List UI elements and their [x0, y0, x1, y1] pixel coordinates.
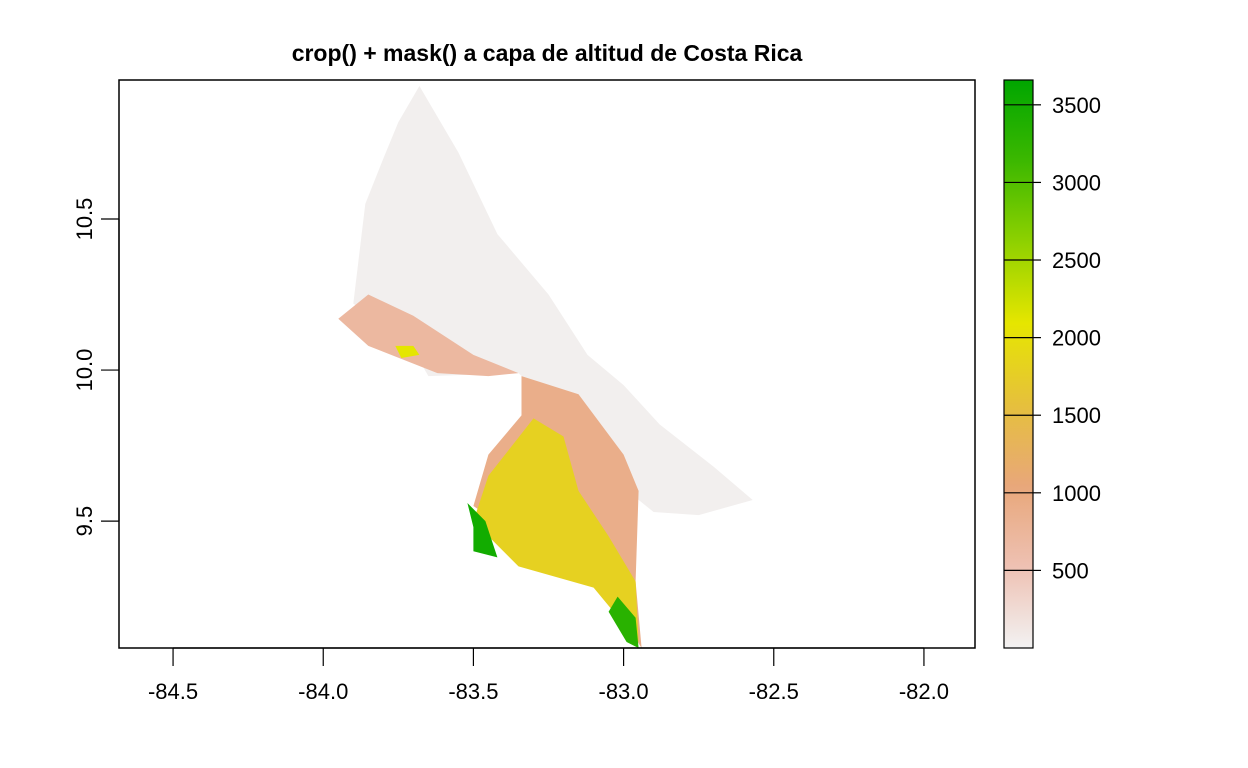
y-tick-label: 10.0 — [72, 349, 97, 392]
y-tick-label: 9.5 — [72, 506, 97, 537]
x-tick-label: -83.5 — [448, 679, 498, 704]
x-tick-label: -83.0 — [599, 679, 649, 704]
colorbar-tick-label: 3500 — [1052, 93, 1101, 118]
y-axis: 9.5 10.0 10.5 — [72, 198, 120, 537]
chart-title: crop() + mask() a capa de altitud de Cos… — [292, 40, 803, 66]
colorbar-tick-label: 2500 — [1052, 248, 1101, 273]
colorbar-axis: 500 1000 1500 2000 2500 3000 3500 — [1004, 93, 1101, 583]
region-southern-peak — [608, 596, 639, 648]
x-tick-label: -82.5 — [749, 679, 799, 704]
region-talamanca-highland — [473, 418, 639, 642]
x-tick-label: -84.0 — [298, 679, 348, 704]
x-tick-label: -82.0 — [899, 679, 949, 704]
region-cordillera-central-slope — [338, 294, 519, 377]
colorbar-tick-label: 500 — [1052, 558, 1089, 583]
x-tick-label: -84.5 — [148, 679, 198, 704]
colorbar-frame — [1003, 79, 1034, 649]
y-tick-label: 10.5 — [72, 198, 97, 241]
colorbar-tick-label: 3000 — [1052, 170, 1101, 195]
region-chirripo-peak — [467, 503, 498, 558]
colorbar-tick-label: 1500 — [1052, 403, 1101, 428]
colorbar-tick-label: 1000 — [1052, 481, 1101, 506]
colorbar — [1004, 80, 1033, 648]
elevation-raster — [338, 86, 753, 648]
region-poas-barva-highland — [395, 345, 420, 358]
x-axis: -84.5 -84.0 -83.5 -83.0 -82.5 -82.0 — [148, 647, 949, 704]
region-north-strip — [353, 86, 753, 516]
colorbar-tick-label: 2000 — [1052, 326, 1101, 351]
